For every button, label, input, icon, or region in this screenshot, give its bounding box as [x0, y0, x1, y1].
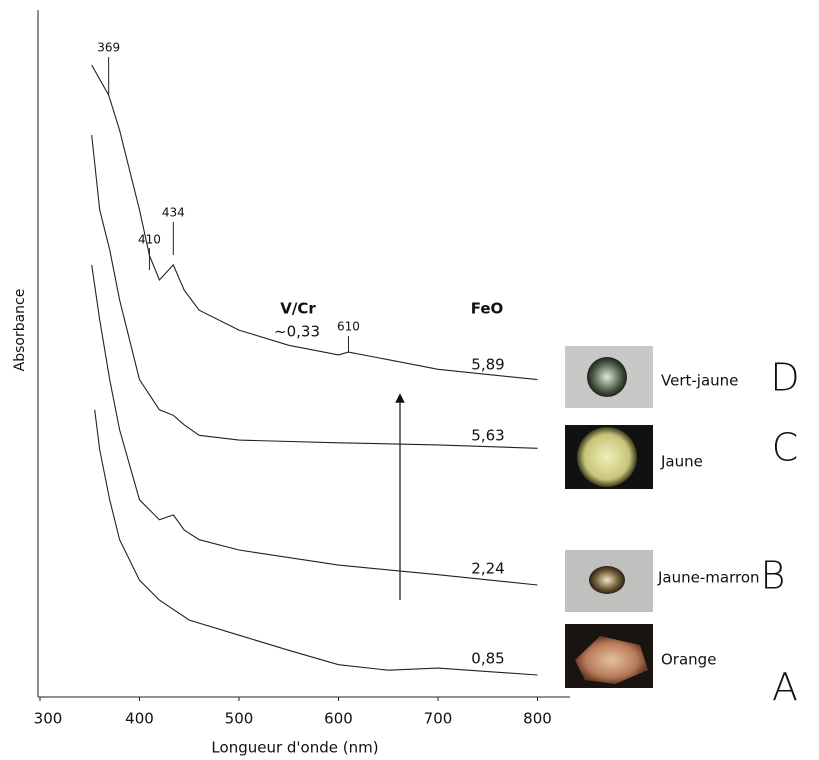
- series-letter: D: [770, 356, 799, 400]
- gem: [577, 427, 637, 487]
- vcr-title: V/Cr: [280, 300, 316, 318]
- y-axis-title: Absorbance: [12, 289, 28, 372]
- spectrum: [91, 134, 538, 449]
- spectrum: [94, 409, 538, 676]
- x-tick-label: 500: [225, 710, 254, 728]
- peak-label: 369: [97, 41, 120, 55]
- series-letter: A: [772, 666, 798, 710]
- feo-label: 0,85: [471, 650, 504, 668]
- spectrum: [91, 64, 538, 381]
- x-tick-label: 400: [125, 710, 154, 728]
- series-letter: B: [761, 554, 786, 598]
- gem: [589, 566, 625, 594]
- gem: [587, 357, 627, 397]
- sample-label: Vert-jaune: [661, 372, 738, 390]
- peak-label: 434: [162, 206, 185, 220]
- x-axis-title: Longueur d'onde (nm): [211, 739, 378, 757]
- sample-label: Orange: [661, 651, 716, 669]
- feo-label: 5,89: [471, 356, 504, 374]
- x-tick-label: 700: [424, 710, 453, 728]
- peak-label: 610: [337, 320, 360, 334]
- sample-label: Jaune: [660, 453, 703, 471]
- feo-label: 2,24: [471, 560, 504, 578]
- x-tick-label: 800: [523, 710, 552, 728]
- x-tick-label: 300: [34, 710, 63, 728]
- x-tick-label: 600: [324, 710, 353, 728]
- series-letter: C: [772, 426, 799, 470]
- vcr-label: ~0,33: [274, 323, 320, 341]
- gem: [575, 636, 648, 684]
- spectrum: [91, 264, 538, 586]
- sample-label: Jaune-marron: [657, 569, 760, 587]
- peak-label: 410: [138, 233, 161, 247]
- feo-title: FeO: [471, 300, 504, 318]
- feo-label: 5,63: [471, 427, 504, 445]
